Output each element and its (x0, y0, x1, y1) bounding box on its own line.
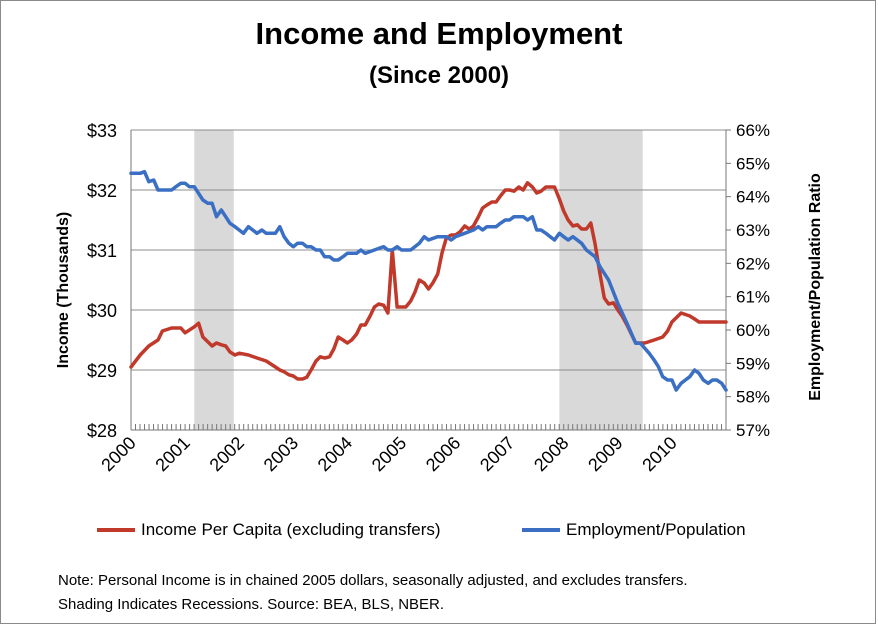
y2-tick-label: 57% (736, 421, 770, 440)
legend-swatch-employment (522, 528, 560, 532)
x-tick-label: 2009 (584, 433, 626, 475)
legend-item-employment: Employment/Population (522, 520, 746, 540)
note-line-2: Shading Indicates Recessions. Source: BE… (58, 596, 445, 613)
legend-label-income: Income Per Capita (excluding transfers) (141, 520, 441, 539)
series-lines (129, 169, 728, 392)
tick-labels: $28 $29 $30 $31 $32 $33 57% 58% 59% 60% 61% 62% 63% 6… (87, 121, 770, 475)
x-tick-label: 2010 (638, 433, 680, 475)
y-tick-label: $30 (87, 301, 117, 321)
y-axis-label: Income (Thousands) (55, 212, 72, 368)
x-tick-label: 2001 (151, 433, 193, 475)
x-tick-label: 2002 (206, 433, 248, 475)
y2-tick-label: 58% (736, 388, 770, 407)
note-line-1: Note: Personal Income is in chained 2005… (58, 572, 688, 589)
legend-item-income: Income Per Capita (excluding transfers) (97, 520, 441, 540)
x-tick-label: 2003 (260, 433, 302, 475)
y-tick-label: $29 (87, 361, 117, 381)
employment-series-line (129, 169, 728, 392)
chart-title: Income and Employment (255, 16, 623, 51)
y-tick-label: $33 (87, 121, 117, 141)
y2-tick-label: 65% (736, 154, 770, 173)
y2-tick-label: 59% (736, 354, 770, 373)
y2-tick-label: 64% (736, 188, 770, 207)
y-tick-label: $31 (87, 241, 117, 261)
income-series-line (129, 181, 728, 381)
legend-label-employment: Employment/Population (566, 520, 746, 539)
x-tick-label: 2008 (530, 433, 572, 475)
y2-axis-label: Employment/Population Ratio (807, 173, 824, 401)
y2-tick-label: 62% (736, 254, 770, 273)
y2-tick-label: 66% (736, 121, 770, 140)
y2-tick-label: 60% (736, 321, 770, 340)
y2-tick-label: 63% (736, 221, 770, 240)
x-tick-label: 2004 (314, 433, 356, 475)
recession-band-0 (194, 130, 234, 430)
x-tick-label: 2005 (368, 433, 410, 475)
chart-subtitle: (Since 2000) (368, 62, 510, 89)
y-tick-label: $32 (87, 181, 117, 201)
legend-swatch-income (97, 528, 135, 532)
axes (130, 129, 731, 431)
y-tick-label: $28 (87, 421, 117, 441)
y2-tick-label: 61% (736, 288, 770, 307)
x-tick-label: 2007 (476, 433, 518, 475)
x-tick-label: 2006 (422, 433, 464, 475)
gridlines (131, 129, 726, 371)
